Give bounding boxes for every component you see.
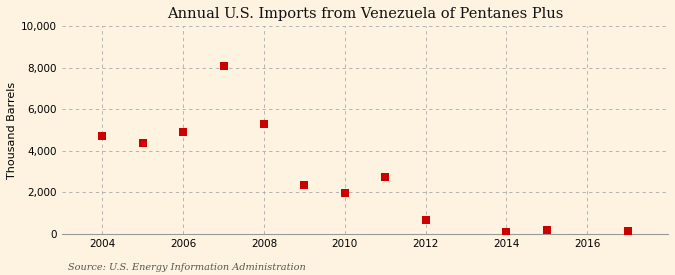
Point: [138, 140, 148, 145]
Point: [218, 64, 229, 68]
Point: [622, 229, 633, 233]
Text: Source: U.S. Energy Information Administration: Source: U.S. Energy Information Administ…: [68, 263, 305, 272]
Point: [541, 228, 552, 232]
Point: [380, 175, 391, 179]
Point: [97, 134, 108, 139]
Point: [340, 191, 350, 196]
Title: Annual U.S. Imports from Venezuela of Pentanes Plus: Annual U.S. Imports from Venezuela of Pe…: [167, 7, 563, 21]
Point: [421, 218, 431, 223]
Point: [259, 122, 269, 126]
Point: [501, 230, 512, 234]
Point: [178, 130, 188, 134]
Y-axis label: Thousand Barrels: Thousand Barrels: [7, 82, 17, 179]
Point: [299, 183, 310, 187]
